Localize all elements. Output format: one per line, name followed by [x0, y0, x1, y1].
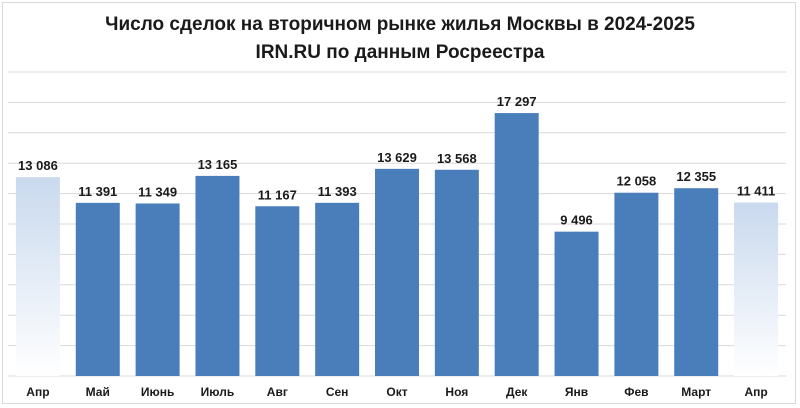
category-labels: Апр Май Июнь Июль Авг Сен Окт Ноя Дек Янв Фев Март А…	[26, 385, 767, 399]
value-label-11: 12 355	[676, 169, 716, 184]
value-label-6: 13 629	[377, 150, 417, 165]
bar-4	[255, 206, 300, 376]
category-label-11: Март	[681, 385, 711, 399]
chart-title: Число сделок на вторичном рынке жилья Мо…	[105, 14, 695, 35]
value-labels: 13 086 11 391 11 349 13 165 11 167 11 393 13 6…	[18, 94, 775, 228]
value-label-7: 13 568	[437, 151, 477, 166]
value-label-9: 9 496	[560, 213, 593, 228]
bar-1	[75, 202, 120, 376]
category-label-10: Фев	[624, 385, 648, 399]
category-label-8: Дек	[506, 385, 528, 399]
category-label-1: Май	[86, 385, 110, 399]
value-label-8: 17 297	[497, 94, 537, 109]
value-label-10: 12 058	[617, 174, 657, 189]
value-label-4: 11 167	[258, 187, 297, 202]
category-label-3: Июль	[201, 385, 235, 399]
category-label-7: Ноя	[445, 385, 468, 399]
category-label-9: Янв	[565, 385, 588, 399]
value-label-1: 11 391	[78, 184, 117, 199]
bar-2	[135, 203, 180, 376]
bar-12	[734, 202, 779, 376]
value-label-12: 11 411	[737, 184, 775, 199]
category-label-12: Апр	[744, 385, 767, 399]
category-label-0: Апр	[26, 385, 49, 399]
bar-5	[315, 202, 360, 376]
category-label-2: Июнь	[141, 385, 175, 399]
value-label-0: 13 086	[18, 158, 58, 173]
chart-subtitle: IRN.RU по данным Росреестра	[255, 42, 545, 63]
bar-10	[614, 192, 659, 376]
bar-6	[375, 168, 419, 376]
bar-0	[15, 177, 60, 376]
category-label-6: Окт	[386, 385, 407, 399]
category-label-4: Авг	[267, 385, 288, 399]
bar-9	[554, 231, 599, 376]
bar-7	[434, 169, 479, 376]
bars	[15, 113, 779, 376]
value-label-5: 11 393	[318, 184, 357, 199]
value-label-2: 11 349	[138, 184, 177, 199]
bar-8	[494, 113, 539, 376]
value-label-3: 13 165	[198, 157, 238, 172]
bar-3	[195, 175, 240, 376]
bar-11	[674, 188, 719, 376]
category-label-5: Сен	[326, 385, 349, 399]
